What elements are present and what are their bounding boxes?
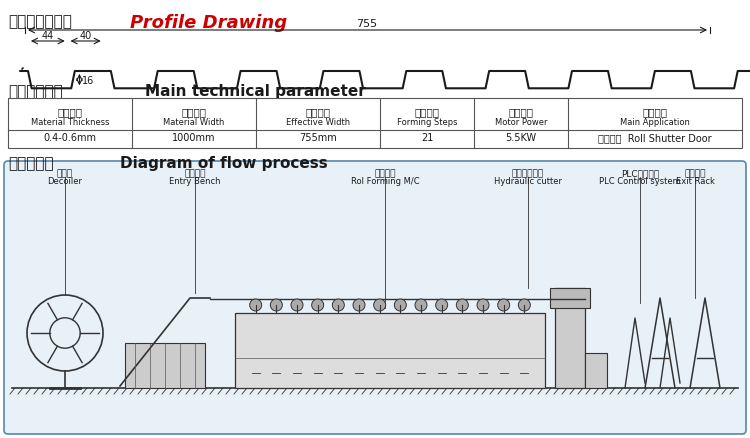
Text: 40: 40 [80,30,92,40]
Text: Main Application: Main Application [620,118,690,127]
Text: Forming Steps: Forming Steps [397,118,458,127]
Text: 44: 44 [42,30,54,40]
Text: Diagram of flow process: Diagram of flow process [120,155,328,171]
Text: 755mm: 755mm [299,133,337,143]
Text: Effective Width: Effective Width [286,118,350,127]
Circle shape [312,299,324,311]
Circle shape [394,299,406,311]
Text: 成品托架: 成品托架 [684,169,706,177]
Text: Motor Power: Motor Power [495,118,548,127]
Circle shape [518,299,530,311]
Text: 有效宽度: 有效宽度 [305,107,331,117]
Text: 成型主机: 成型主机 [374,169,396,177]
Text: PLC控制系统: PLC控制系统 [621,169,659,177]
Bar [125,343,205,388]
Text: Exit Rack: Exit Rack [676,177,715,186]
Text: 成型道次: 成型道次 [415,107,440,117]
Text: Main technical parameter: Main technical parameter [145,84,366,99]
Bar [555,288,585,388]
Text: 进料宽度: 进料宽度 [182,107,206,117]
Text: 液压剪切装置: 液压剪切装置 [512,169,544,177]
Bar [550,288,590,308]
Text: Rol Forming M/C: Rol Forming M/C [351,177,419,186]
Text: 5.5KW: 5.5KW [506,133,536,143]
Bar [585,353,607,388]
Text: 卷闸门板  Roll Shutter Door: 卷闸门板 Roll Shutter Door [598,133,712,143]
Text: Hydraulic cutter: Hydraulic cutter [494,177,562,186]
Text: 弯曲托架: 弯曲托架 [184,169,206,177]
Circle shape [353,299,365,311]
Circle shape [415,299,427,311]
Text: 主要用途: 主要用途 [643,107,668,117]
Circle shape [270,299,282,311]
Circle shape [498,299,510,311]
Text: Material Width: Material Width [164,118,225,127]
Circle shape [477,299,489,311]
Bar [235,313,545,388]
Text: 755: 755 [356,19,377,29]
Text: 0.4-0.6mm: 0.4-0.6mm [44,133,97,143]
Text: 放料架: 放料架 [57,169,73,177]
Text: Entry Bench: Entry Bench [170,177,220,186]
Text: 主要技术参数: 主要技术参数 [8,84,63,99]
Circle shape [291,299,303,311]
Text: 工艺流程图: 工艺流程图 [8,155,54,171]
Text: PLC Control system: PLC Control system [599,177,681,186]
Text: 进料板厚: 进料板厚 [58,107,82,117]
Circle shape [456,299,468,311]
Bar [8,99,742,148]
Text: 21: 21 [421,133,434,143]
Text: 压制板形截面图: 压制板形截面图 [8,14,72,29]
FancyBboxPatch shape [4,162,746,434]
Text: 电机功率: 电机功率 [509,107,533,117]
Text: 16: 16 [82,75,94,85]
Text: Decoiler: Decoiler [47,177,82,186]
Circle shape [436,299,448,311]
Circle shape [250,299,262,311]
Circle shape [332,299,344,311]
Text: Material Thickness: Material Thickness [31,118,109,127]
Circle shape [374,299,386,311]
Text: Profile Drawing: Profile Drawing [130,14,287,32]
Text: 1000mm: 1000mm [172,133,216,143]
